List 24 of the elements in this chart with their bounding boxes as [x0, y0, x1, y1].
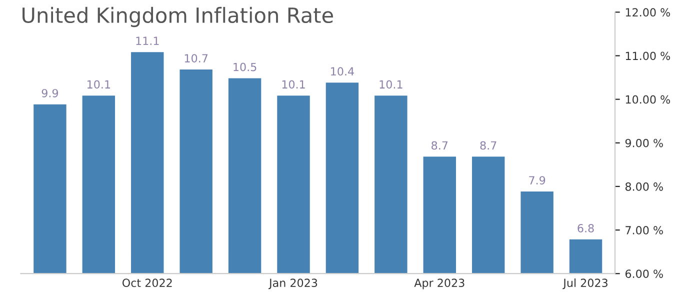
data-label: 7.9	[529, 176, 546, 184]
chart-title: United Kingdom Inflation Rate	[22, 6, 333, 28]
data-label: 9.9	[42, 88, 58, 98]
data-label: 10.1	[282, 80, 305, 89]
data-label: 8.7	[480, 141, 496, 150]
y-tick-label: 6.00 %	[625, 270, 663, 278]
x-tick-label: Oct 2022	[122, 278, 172, 288]
data-label: 10.4	[331, 67, 354, 76]
data-label: 10.7	[184, 54, 208, 62]
y-tick-label: 9.00 %	[625, 138, 663, 148]
data-label: 11.1	[136, 36, 159, 45]
y-tick-label: 11.00 %	[626, 52, 670, 60]
data-label: 6.8	[578, 224, 594, 232]
data-label: 10.5	[234, 62, 256, 72]
y-tick-label: 12.00 %	[626, 8, 670, 17]
y-tick-label: 7.00 %	[626, 226, 663, 234]
x-tick-label: Jul 2023	[562, 278, 608, 290]
y-tick-label: 10.00 %	[626, 95, 670, 104]
data-label: 10.1	[380, 80, 402, 89]
data-label: 8.7	[432, 141, 448, 150]
x-tick-label: Apr 2023	[414, 278, 464, 290]
x-tick-label: Jan 2023	[268, 278, 318, 290]
y-tick-label: 8.00 %	[625, 182, 663, 191]
data-label: 10.1	[88, 80, 110, 89]
